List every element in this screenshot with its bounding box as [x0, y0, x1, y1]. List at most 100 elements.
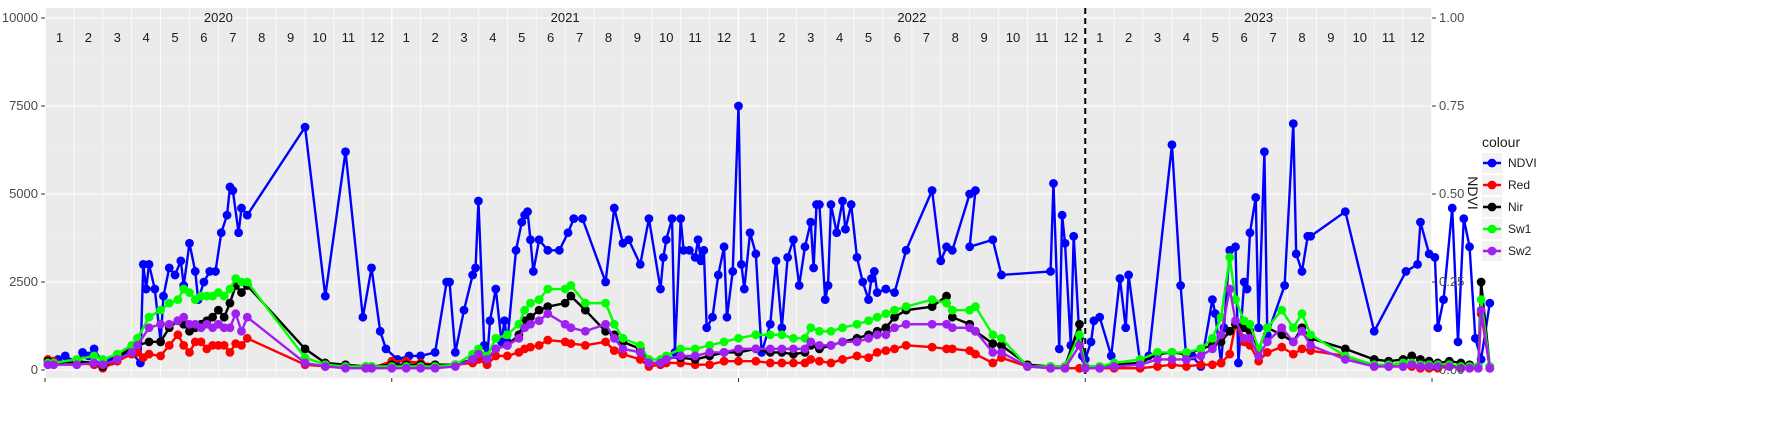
data-point-sw2	[89, 358, 99, 368]
data-point-ndvi	[1231, 242, 1240, 252]
legend-label: Red	[1508, 178, 1530, 192]
data-point-sw2	[1297, 326, 1307, 336]
data-point-red	[881, 346, 891, 356]
data-point-red	[534, 340, 544, 350]
data-point-ndvi	[1115, 274, 1125, 283]
data-point-red	[890, 344, 899, 354]
data-point-ndvi	[1433, 323, 1443, 333]
y2-axis-title: NDVI	[1465, 176, 1481, 209]
data-point-nir	[219, 312, 229, 322]
data-point-red	[838, 355, 847, 364]
data-point-ndvi	[1453, 337, 1463, 347]
data-point-ndvi	[820, 295, 830, 304]
data-point-ndvi	[1288, 119, 1298, 128]
data-point-ndvi	[846, 200, 856, 209]
legend-key-point	[1487, 202, 1497, 212]
data-point-red	[719, 356, 729, 366]
data-point-ndvi	[815, 200, 824, 209]
data-point-red	[601, 337, 610, 347]
data-point-sw2	[661, 355, 671, 364]
data-point-ndvi	[471, 263, 480, 273]
data-point-ndvi	[1251, 193, 1261, 202]
data-point-red	[1181, 362, 1191, 371]
data-point-sw2	[1245, 333, 1255, 343]
data-point-red	[225, 348, 235, 357]
data-point-sw2	[1080, 363, 1090, 373]
data-point-sw1	[566, 281, 576, 290]
data-point-ndvi	[852, 252, 862, 262]
data-point-ndvi	[1095, 312, 1105, 322]
data-point-ndvi	[728, 267, 738, 276]
data-point-ndvi	[734, 101, 743, 111]
data-point-sw2	[719, 348, 729, 357]
series-sw2	[43, 284, 1495, 373]
data-point-red	[806, 355, 816, 364]
data-point-sw2	[1398, 362, 1408, 371]
legend-item-sw1: Sw1	[1482, 219, 1532, 239]
data-point-sw2	[1424, 362, 1434, 371]
month-label: 2	[431, 30, 438, 45]
data-point-sw1	[635, 340, 645, 350]
data-point-sw2	[988, 348, 998, 357]
data-point-red	[901, 340, 911, 350]
data-point-sw1	[1245, 319, 1255, 329]
data-point-ndvi	[1369, 326, 1379, 336]
data-point-ndvi	[216, 228, 226, 238]
data-point-sw2	[609, 333, 619, 343]
data-point-ndvi	[1485, 298, 1495, 308]
data-point-red	[789, 358, 798, 368]
data-point-red	[173, 330, 183, 340]
data-point-red	[705, 360, 715, 370]
month-label: 11	[1382, 30, 1396, 45]
data-point-sw2	[1135, 360, 1145, 370]
data-point-sw2	[1485, 363, 1495, 373]
legend-label: Sw2	[1508, 244, 1532, 258]
data-point-sw2	[1216, 330, 1226, 340]
data-point-ndvi	[841, 224, 850, 234]
data-point-sw2	[765, 344, 775, 354]
data-point-sw1	[1476, 295, 1486, 304]
data-point-red	[566, 339, 576, 348]
y2-tick-label: 0.00	[1439, 362, 1464, 377]
data-point-ndvi	[159, 291, 168, 301]
legend-item-sw2: Sw2	[1482, 241, 1532, 261]
data-point-ndvi	[624, 235, 634, 245]
data-point-sw2	[179, 312, 189, 322]
data-point-sw1	[520, 305, 530, 315]
data-point-sw1	[1231, 295, 1240, 304]
data-point-sw1	[901, 302, 911, 312]
data-point-sw2	[225, 323, 235, 333]
month-label: 10	[1006, 30, 1020, 45]
data-point-sw1	[942, 298, 951, 308]
data-point-ndvi	[745, 228, 755, 238]
data-point-ndvi	[867, 274, 876, 283]
data-point-sw2	[644, 358, 654, 368]
month-label: 5	[171, 30, 178, 45]
month-label: 7	[923, 30, 930, 45]
data-point-nir	[988, 339, 998, 348]
data-point-sw1	[838, 323, 847, 333]
data-point-ndvi	[1242, 284, 1252, 294]
data-point-red	[179, 340, 189, 350]
month-label: 12	[1064, 30, 1078, 45]
data-point-ndvi	[222, 210, 232, 220]
data-point-sw2	[789, 344, 798, 354]
month-label: 2	[778, 30, 785, 45]
data-point-sw2	[800, 344, 810, 354]
data-point-sw1	[502, 330, 512, 340]
data-point-sw2	[806, 337, 816, 347]
data-point-red	[237, 340, 246, 350]
data-point-red	[526, 342, 535, 352]
legend-key-point	[1487, 224, 1497, 234]
month-label: 10	[1353, 30, 1367, 45]
data-point-ndvi	[658, 252, 668, 262]
data-point-ndvi	[1439, 295, 1448, 304]
data-point-ndvi	[491, 284, 501, 294]
data-point-ndvi	[708, 312, 717, 322]
data-point-sw1	[156, 305, 165, 315]
month-label: 9	[287, 30, 294, 45]
data-point-nir	[1225, 326, 1235, 336]
data-point-red	[1262, 348, 1272, 357]
data-point-ndvi	[190, 267, 200, 276]
data-point-nir	[237, 288, 246, 297]
